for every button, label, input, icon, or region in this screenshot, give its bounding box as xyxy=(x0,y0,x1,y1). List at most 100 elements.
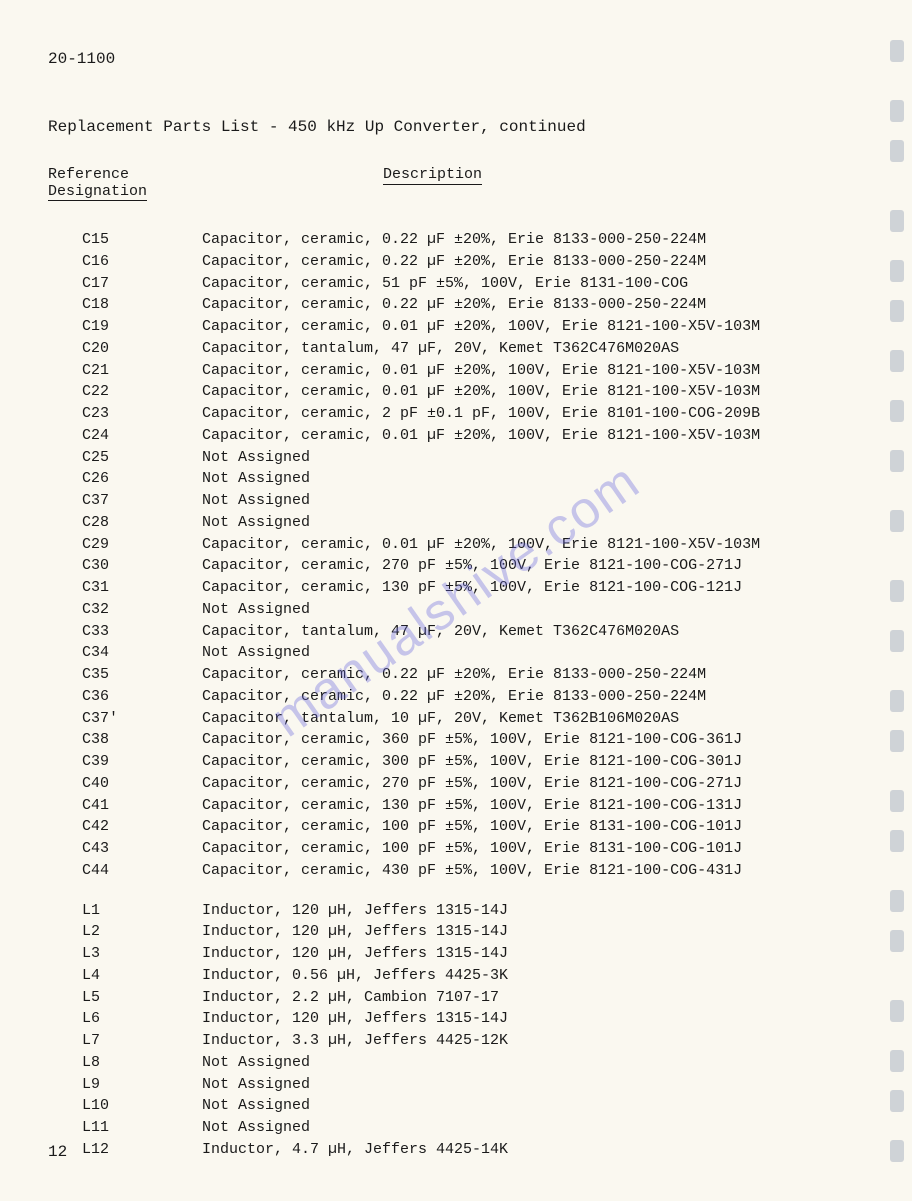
document-id: 20-1100 xyxy=(48,50,852,68)
reference-designation: C40 xyxy=(82,773,202,795)
table-row: C38Capacitor, ceramic, 360 pF ±5%, 100V,… xyxy=(82,729,852,751)
part-description: Inductor, 120 µH, Jeffers 1315-14J xyxy=(202,1008,852,1030)
reference-designation: C17 xyxy=(82,273,202,295)
reference-designation: L3 xyxy=(82,943,202,965)
table-row: C24Capacitor, ceramic, 0.01 µF ±20%, 100… xyxy=(82,425,852,447)
table-row: C25Not Assigned xyxy=(82,447,852,469)
table-row: C17Capacitor, ceramic, 51 pF ±5%, 100V, … xyxy=(82,273,852,295)
table-row: C37Not Assigned xyxy=(82,490,852,512)
reference-designation: C43 xyxy=(82,838,202,860)
reference-designation: C23 xyxy=(82,403,202,425)
part-description: Capacitor, ceramic, 0.01 µF ±20%, 100V, … xyxy=(202,425,852,447)
part-description: Capacitor, ceramic, 0.22 µF ±20%, Erie 8… xyxy=(202,686,852,708)
table-row: C28Not Assigned xyxy=(82,512,852,534)
reference-designation: C32 xyxy=(82,599,202,621)
table-row: L8Not Assigned xyxy=(82,1052,852,1074)
part-description: Inductor, 120 µH, Jeffers 1315-14J xyxy=(202,921,852,943)
table-row: C31Capacitor, ceramic, 130 pF ±5%, 100V,… xyxy=(82,577,852,599)
part-description: Capacitor, ceramic, 300 pF ±5%, 100V, Er… xyxy=(202,751,852,773)
part-description: Capacitor, ceramic, 270 pF ±5%, 100V, Er… xyxy=(202,555,852,577)
table-row: L3Inductor, 120 µH, Jeffers 1315-14J xyxy=(82,943,852,965)
table-row: C36Capacitor, ceramic, 0.22 µF ±20%, Eri… xyxy=(82,686,852,708)
reference-designation: C15 xyxy=(82,229,202,251)
reference-designation: C36 xyxy=(82,686,202,708)
page-title: Replacement Parts List - 450 kHz Up Conv… xyxy=(48,118,852,136)
binder-holes xyxy=(872,0,912,1193)
reference-designation: C42 xyxy=(82,816,202,838)
reference-designation: C38 xyxy=(82,729,202,751)
part-description: Capacitor, ceramic, 100 pF ±5%, 100V, Er… xyxy=(202,838,852,860)
reference-designation: C25 xyxy=(82,447,202,469)
part-description: Capacitor, ceramic, 430 pF ±5%, 100V, Er… xyxy=(202,860,852,882)
part-description: Inductor, 2.2 µH, Cambion 7107-17 xyxy=(202,987,852,1009)
part-description: Capacitor, ceramic, 51 pF ±5%, 100V, Eri… xyxy=(202,273,852,295)
reference-designation: C21 xyxy=(82,360,202,382)
part-description: Capacitor, ceramic, 360 pF ±5%, 100V, Er… xyxy=(202,729,852,751)
part-description: Not Assigned xyxy=(202,512,852,534)
table-row: L1Inductor, 120 µH, Jeffers 1315-14J xyxy=(82,900,852,922)
reference-designation: C24 xyxy=(82,425,202,447)
table-row: C30Capacitor, ceramic, 270 pF ±5%, 100V,… xyxy=(82,555,852,577)
part-description: Not Assigned xyxy=(202,468,852,490)
part-description: Not Assigned xyxy=(202,447,852,469)
reference-designation: C16 xyxy=(82,251,202,273)
table-row: C26Not Assigned xyxy=(82,468,852,490)
table-row: C40Capacitor, ceramic, 270 pF ±5%, 100V,… xyxy=(82,773,852,795)
part-description: Inductor, 0.56 µH, Jeffers 4425-3K xyxy=(202,965,852,987)
reference-designation: C34 xyxy=(82,642,202,664)
column-headers: Reference Designation Description xyxy=(48,166,852,201)
reference-designation: L8 xyxy=(82,1052,202,1074)
reference-designation: C30 xyxy=(82,555,202,577)
table-row: L12Inductor, 4.7 µH, Jeffers 4425-14K xyxy=(82,1139,852,1161)
reference-designation: C39 xyxy=(82,751,202,773)
table-row: C43Capacitor, ceramic, 100 pF ±5%, 100V,… xyxy=(82,838,852,860)
table-row: C39Capacitor, ceramic, 300 pF ±5%, 100V,… xyxy=(82,751,852,773)
table-row: L5Inductor, 2.2 µH, Cambion 7107-17 xyxy=(82,987,852,1009)
table-row: L7Inductor, 3.3 µH, Jeffers 4425-12K xyxy=(82,1030,852,1052)
reference-designation: C18 xyxy=(82,294,202,316)
reference-designation: C29 xyxy=(82,534,202,556)
table-row: L6Inductor, 120 µH, Jeffers 1315-14J xyxy=(82,1008,852,1030)
reference-designation: C37 xyxy=(82,490,202,512)
reference-designation: L10 xyxy=(82,1095,202,1117)
part-description: Capacitor, ceramic, 0.01 µF ±20%, 100V, … xyxy=(202,360,852,382)
reference-designation: C35 xyxy=(82,664,202,686)
table-row: C33Capacitor, tantalum, 47 µF, 20V, Keme… xyxy=(82,621,852,643)
part-description: Capacitor, ceramic, 0.01 µF ±20%, 100V, … xyxy=(202,381,852,403)
table-row: C21Capacitor, ceramic, 0.01 µF ±20%, 100… xyxy=(82,360,852,382)
part-description: Capacitor, ceramic, 0.22 µF ±20%, Erie 8… xyxy=(202,664,852,686)
reference-designation: C41 xyxy=(82,795,202,817)
table-row: L11Not Assigned xyxy=(82,1117,852,1139)
part-description: Capacitor, ceramic, 2 pF ±0.1 pF, 100V, … xyxy=(202,403,852,425)
table-row: C32Not Assigned xyxy=(82,599,852,621)
part-description: Capacitor, ceramic, 0.22 µF ±20%, Erie 8… xyxy=(202,229,852,251)
part-description: Capacitor, tantalum, 10 µF, 20V, Kemet T… xyxy=(202,708,852,730)
reference-designation: L6 xyxy=(82,1008,202,1030)
reference-designation: L11 xyxy=(82,1117,202,1139)
part-description: Not Assigned xyxy=(202,1074,852,1096)
part-description: Not Assigned xyxy=(202,642,852,664)
part-description: Inductor, 4.7 µH, Jeffers 4425-14K xyxy=(202,1139,852,1161)
table-row: C20Capacitor, tantalum, 47 µF, 20V, Keme… xyxy=(82,338,852,360)
part-description: Inductor, 120 µH, Jeffers 1315-14J xyxy=(202,943,852,965)
reference-designation: C19 xyxy=(82,316,202,338)
table-row: C37'Capacitor, tantalum, 10 µF, 20V, Kem… xyxy=(82,708,852,730)
table-row: C22Capacitor, ceramic, 0.01 µF ±20%, 100… xyxy=(82,381,852,403)
reference-designation: C31 xyxy=(82,577,202,599)
reference-designation: L5 xyxy=(82,987,202,1009)
desc-header: Description xyxy=(383,166,482,185)
part-description: Not Assigned xyxy=(202,490,852,512)
table-row: C29Capacitor, ceramic, 0.01 µF ±20%, 100… xyxy=(82,534,852,556)
part-description: Capacitor, ceramic, 0.22 µF ±20%, Erie 8… xyxy=(202,294,852,316)
reference-designation: L9 xyxy=(82,1074,202,1096)
reference-designation: C20 xyxy=(82,338,202,360)
table-row: C44Capacitor, ceramic, 430 pF ±5%, 100V,… xyxy=(82,860,852,882)
reference-designation: L1 xyxy=(82,900,202,922)
reference-designation: C37' xyxy=(82,708,202,730)
table-row: L10Not Assigned xyxy=(82,1095,852,1117)
part-description: Not Assigned xyxy=(202,599,852,621)
table-row: L4Inductor, 0.56 µH, Jeffers 4425-3K xyxy=(82,965,852,987)
part-description: Capacitor, tantalum, 47 µF, 20V, Kemet T… xyxy=(202,621,852,643)
part-description: Inductor, 3.3 µH, Jeffers 4425-12K xyxy=(202,1030,852,1052)
part-description: Not Assigned xyxy=(202,1052,852,1074)
